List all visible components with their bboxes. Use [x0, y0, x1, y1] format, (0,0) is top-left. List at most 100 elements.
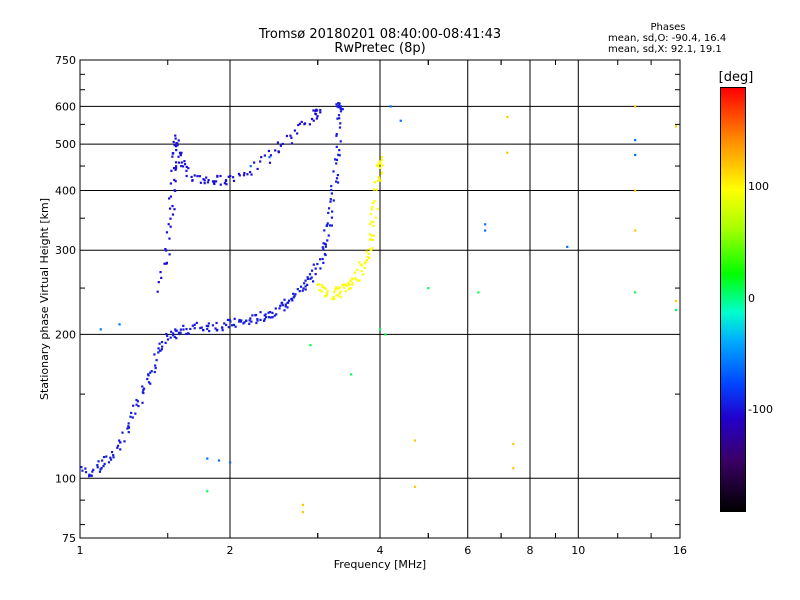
data-point	[335, 158, 339, 162]
data-point	[84, 471, 88, 474]
data-point	[264, 316, 268, 319]
data-point	[165, 332, 168, 336]
data-point	[183, 160, 186, 163]
data-point	[634, 291, 637, 294]
data-point	[126, 427, 129, 430]
data-point	[167, 223, 170, 226]
data-point	[319, 258, 322, 261]
data-point	[103, 462, 106, 466]
data-point	[238, 174, 241, 177]
data-point	[319, 109, 322, 112]
colorbar-tick-label: 100	[748, 180, 769, 194]
data-point	[232, 179, 236, 183]
data-point	[331, 297, 334, 300]
data-point	[243, 171, 246, 175]
data-point	[174, 328, 177, 331]
data-point	[319, 267, 322, 270]
data-point	[314, 113, 318, 116]
data-point	[291, 299, 294, 302]
data-point	[338, 117, 341, 120]
data-point	[169, 225, 172, 228]
data-point	[321, 246, 324, 249]
data-point	[237, 172, 241, 176]
data-point	[337, 102, 340, 105]
data-point	[119, 441, 122, 444]
data-point	[372, 221, 375, 224]
data-point	[169, 182, 173, 185]
data-point	[109, 458, 113, 461]
data-point	[330, 224, 333, 227]
data-point	[329, 224, 332, 227]
data-point	[324, 253, 327, 257]
data-point	[179, 154, 182, 157]
data-point	[329, 200, 332, 203]
data-point	[304, 288, 307, 291]
data-point	[157, 351, 160, 354]
data-point	[177, 139, 180, 142]
data-point	[306, 276, 309, 279]
data-point	[92, 468, 95, 471]
data-point	[174, 165, 178, 168]
data-point	[149, 371, 152, 374]
data-point	[149, 382, 152, 385]
data-point	[112, 454, 115, 457]
data-point	[225, 179, 228, 182]
data-point	[127, 431, 130, 434]
data-point	[185, 174, 188, 178]
data-point	[299, 285, 303, 288]
data-point	[238, 318, 241, 322]
data-point	[314, 272, 317, 276]
data-point	[373, 200, 376, 203]
data-point	[339, 122, 342, 125]
data-point	[206, 490, 209, 493]
data-point	[99, 468, 102, 471]
data-point	[376, 207, 379, 211]
data-point	[380, 171, 383, 174]
data-point	[173, 335, 176, 339]
data-point	[227, 326, 230, 329]
data-point	[298, 122, 302, 125]
data-point	[259, 160, 262, 163]
data-point	[135, 398, 138, 402]
data-point	[360, 269, 363, 273]
data-point	[177, 155, 180, 158]
data-point	[263, 319, 266, 322]
data-point	[370, 220, 373, 223]
data-point	[358, 261, 361, 264]
data-point	[316, 262, 319, 266]
data-point	[253, 161, 256, 164]
data-point	[371, 202, 374, 205]
data-point	[132, 404, 135, 407]
data-point	[290, 297, 293, 301]
data-point	[154, 364, 157, 367]
data-point	[158, 342, 161, 345]
data-point	[231, 176, 235, 179]
data-point	[427, 287, 430, 290]
data-point	[173, 144, 176, 147]
data-point	[150, 370, 153, 373]
data-point	[170, 330, 173, 333]
data-point	[372, 188, 376, 191]
data-point	[174, 161, 178, 164]
data-point	[118, 323, 121, 326]
data-point	[634, 189, 637, 192]
data-point	[374, 216, 377, 219]
data-point	[191, 179, 194, 182]
data-point	[301, 289, 304, 292]
data-point	[314, 109, 317, 112]
data-point	[168, 253, 171, 256]
data-point	[290, 142, 294, 145]
data-point	[147, 373, 150, 376]
data-point	[369, 213, 372, 216]
data-point	[229, 174, 232, 178]
data-point	[285, 134, 289, 138]
data-point	[294, 293, 297, 296]
y-axis-label: Stationary phase Virtual Height [km]	[38, 198, 51, 400]
data-point	[179, 331, 182, 334]
data-point	[338, 102, 341, 105]
data-point	[174, 137, 177, 140]
data-point	[98, 470, 102, 473]
y-tick-label: 200	[55, 328, 76, 341]
data-point	[229, 320, 232, 323]
data-point	[320, 290, 323, 293]
